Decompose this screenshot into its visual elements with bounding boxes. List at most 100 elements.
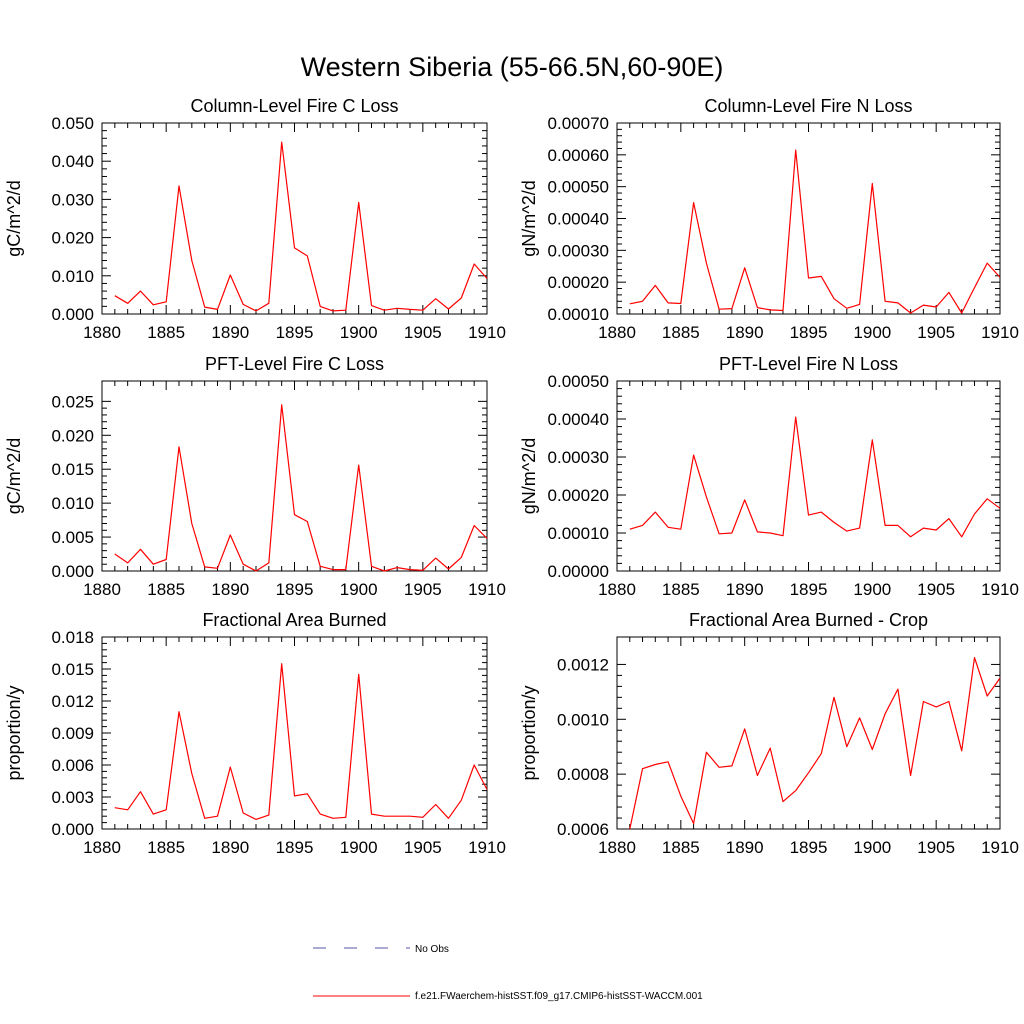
x-tick-label: 1880 [598, 580, 636, 599]
chart-panel-2: Column-Level Fire N Loss gN/m^2/d 1880 1885… [519, 96, 1019, 342]
y-tick-label: 0.020 [51, 229, 94, 248]
x-tick-label: 1900 [853, 323, 891, 342]
y-tick-label: 0.00020 [548, 273, 609, 292]
y-tick-label: 0.00030 [548, 241, 609, 260]
x-tick-label: 1905 [917, 838, 955, 857]
x-tick-label: 1905 [404, 580, 442, 599]
x-tick-label: 1890 [726, 580, 764, 599]
x-tick-label: 1885 [147, 580, 185, 599]
y-tick-label: 0.015 [51, 460, 94, 479]
panel-title: Column-Level Fire C Loss [190, 96, 398, 116]
y-tick-label: 0.00030 [548, 448, 609, 467]
plot-frame [616, 380, 1001, 572]
panel-title: Column-Level Fire N Loss [704, 96, 912, 116]
series-line-1 [114, 404, 488, 572]
x-tick-label: 1880 [83, 580, 121, 599]
y-tick-label: 0.010 [51, 267, 94, 286]
x-tick-label: 1885 [147, 838, 185, 857]
x-tick-label: 1880 [83, 838, 121, 857]
legend-model-label: f.e21.FWaerchem-histSST.f09_g17.CMIP6-hi… [415, 991, 703, 1002]
y-tick-label: 0.000 [51, 562, 94, 581]
x-tick-label: 1885 [662, 323, 700, 342]
y-tick-label: 0.00020 [548, 486, 609, 505]
plot-frame [616, 122, 1001, 315]
y-tick-label: 0.005 [51, 528, 94, 547]
series-line-1 [114, 663, 488, 821]
x-tick-label: 1900 [853, 838, 891, 857]
chart-panel-6: Fractional Area Burned - Crop proportion/… [519, 610, 1019, 857]
series-line-1 [629, 149, 1001, 314]
y-tick-label: 0.00040 [548, 210, 609, 229]
x-tick-label: 1905 [404, 323, 442, 342]
series-line-1 [629, 656, 1001, 830]
y-tick-label: 0.015 [51, 660, 94, 679]
series-line-1 [114, 141, 488, 312]
y-tick-label: 0.010 [51, 494, 94, 513]
plot-frame [101, 380, 488, 572]
plot-frame [101, 636, 488, 830]
y-tick-label: 0.000 [51, 305, 94, 324]
y-tick-label: 0.00010 [548, 524, 609, 543]
y-tick-label: 0.012 [51, 692, 94, 711]
y-tick-label: 0.050 [51, 114, 94, 133]
x-tick-label: 1885 [662, 580, 700, 599]
y-tick-label: 0.009 [51, 724, 94, 743]
panel-title: PFT-Level Fire N Loss [719, 354, 898, 374]
x-tick-label: 1890 [726, 323, 764, 342]
x-tick-label: 1895 [790, 838, 828, 857]
x-tick-label: 1900 [340, 838, 378, 857]
y-tick-label: 0.040 [51, 152, 94, 171]
plot-frame [101, 122, 488, 315]
x-tick-label: 1885 [147, 323, 185, 342]
x-tick-label: 1910 [981, 838, 1019, 857]
y-tick-label: 0.018 [51, 628, 94, 647]
x-tick-label: 1895 [276, 580, 314, 599]
y-tick-label: 0.003 [51, 788, 94, 807]
y-axis-label: proportion/y [519, 685, 539, 780]
x-tick-label: 1910 [468, 323, 506, 342]
x-tick-label: 1900 [853, 580, 891, 599]
x-tick-label: 1905 [404, 838, 442, 857]
y-tick-label: 0.0008 [557, 765, 609, 784]
x-tick-label: 1910 [981, 323, 1019, 342]
y-tick-label: 0.025 [51, 392, 94, 411]
figure-title: Western Siberia (55-66.5N,60-90E) [301, 52, 724, 82]
panels: Column-Level Fire C Loss gC/m^2/d 1880 1885… [4, 96, 1019, 857]
y-tick-label: 0.020 [51, 426, 94, 445]
chart-panel-3: PFT-Level Fire C Loss gC/m^2/d 1880 1885 189… [4, 354, 506, 599]
x-tick-label: 1910 [468, 580, 506, 599]
y-tick-label: 0.0006 [557, 820, 609, 839]
y-tick-label: 0.00050 [548, 178, 609, 197]
y-tick-label: 0.000 [51, 820, 94, 839]
panel-title: Fractional Area Burned - Crop [689, 610, 928, 630]
y-axis-label: gN/m^2/d [519, 180, 539, 256]
series-line-1 [629, 416, 1001, 538]
chart-panel-1: Column-Level Fire C Loss gC/m^2/d 1880 1885… [4, 96, 506, 342]
x-tick-label: 1895 [790, 580, 828, 599]
legend-no-obs-label: No Obs [415, 944, 449, 955]
x-tick-label: 1910 [981, 580, 1019, 599]
plot-frame [616, 636, 1001, 830]
y-axis-label: gC/m^2/d [4, 180, 24, 256]
x-tick-label: 1895 [276, 323, 314, 342]
chart-panel-4: PFT-Level Fire N Loss gN/m^2/d 1880 1885 189… [519, 354, 1019, 599]
y-tick-label: 0.030 [51, 190, 94, 209]
y-axis-label: gN/m^2/d [519, 438, 539, 514]
y-tick-label: 0.0012 [557, 655, 609, 674]
y-tick-label: 0.00050 [548, 372, 609, 391]
x-tick-label: 1890 [726, 838, 764, 857]
chart-panel-5: Fractional Area Burned proportion/y 1880 18… [4, 610, 506, 857]
x-tick-label: 1900 [340, 323, 378, 342]
x-tick-label: 1905 [917, 580, 955, 599]
y-tick-label: 0.00010 [548, 305, 609, 324]
y-tick-label: 0.00000 [548, 562, 609, 581]
x-tick-label: 1890 [211, 580, 249, 599]
x-tick-label: 1880 [598, 323, 636, 342]
y-tick-label: 0.006 [51, 756, 94, 775]
x-tick-label: 1905 [917, 323, 955, 342]
x-tick-label: 1890 [211, 838, 249, 857]
x-tick-label: 1880 [598, 838, 636, 857]
y-tick-label: 0.00040 [548, 410, 609, 429]
y-tick-label: 0.0010 [557, 710, 609, 729]
